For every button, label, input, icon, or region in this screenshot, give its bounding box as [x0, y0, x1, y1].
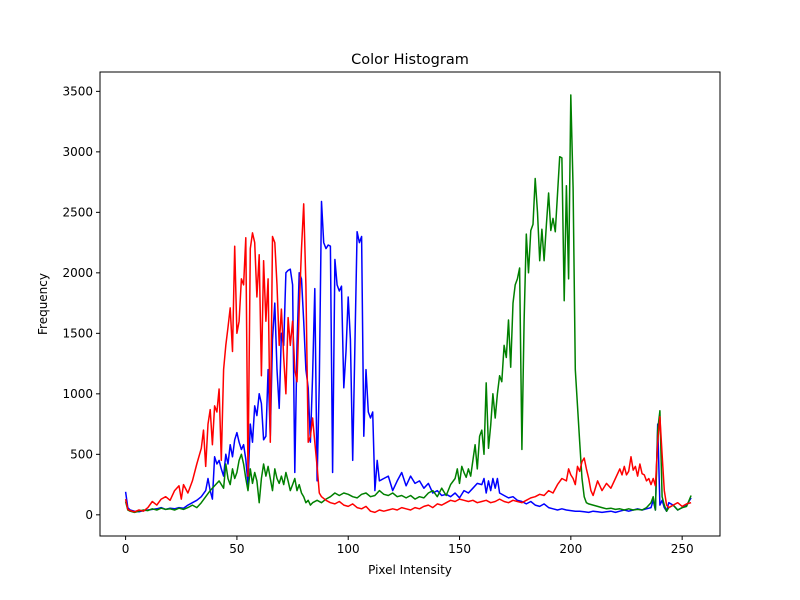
plot-series-group — [124, 94, 692, 514]
y-tick-label: 0 — [85, 508, 93, 522]
plot-area-frame — [99, 71, 721, 537]
y-axis-label: Frequency — [36, 273, 50, 335]
y-tick-label: 500 — [70, 447, 93, 461]
x-tick-label: 0 — [122, 542, 130, 556]
series-line-0 — [124, 200, 692, 514]
series-line-2 — [124, 203, 692, 514]
y-tick-label: 1500 — [62, 326, 93, 340]
y-tick-label: 1000 — [62, 387, 93, 401]
y-tick-label: 3000 — [62, 145, 93, 159]
x-tick-label: 50 — [229, 542, 244, 556]
y-tick-label: 2000 — [62, 266, 93, 280]
x-tick-label: 150 — [448, 542, 471, 556]
x-axis-label: Pixel Intensity — [368, 563, 452, 577]
x-tick-label: 200 — [559, 542, 582, 556]
y-axis-ticks: 0 500 1000 1500 2000 2500 3000 3500 — [62, 84, 100, 522]
x-tick-label: 250 — [671, 542, 694, 556]
y-tick-label: 2500 — [62, 205, 93, 219]
x-axis-ticks: 0 50 100 150 200 250 — [122, 536, 694, 556]
chart-title: Color Histogram — [351, 52, 469, 68]
x-tick-label: 100 — [337, 542, 360, 556]
y-tick-label: 3500 — [62, 84, 93, 98]
